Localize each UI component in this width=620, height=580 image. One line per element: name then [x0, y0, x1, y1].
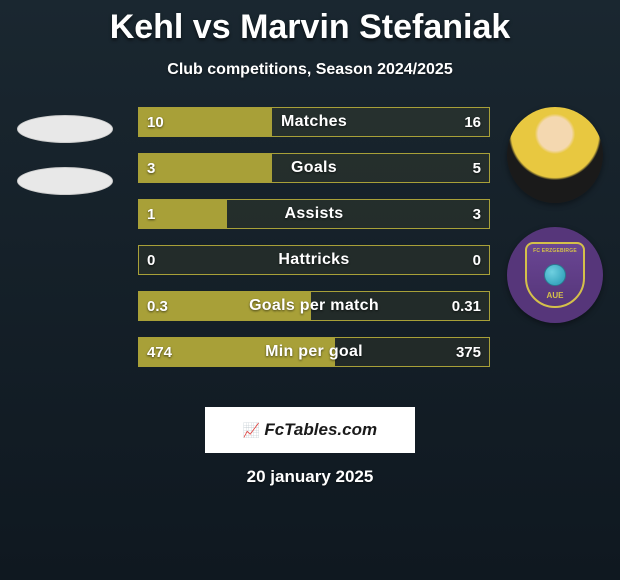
stat-value-right: 5 — [473, 154, 481, 182]
stat-value-right: 3 — [473, 200, 481, 228]
club-crest-ball-icon — [544, 264, 566, 286]
comparison-area: 10Matches163Goals51Assists30Hattricks00.… — [0, 107, 620, 387]
date-label: 20 january 2025 — [0, 467, 620, 487]
source-label: FcTables.com — [264, 420, 377, 440]
source-badge: 📈 FcTables.com — [205, 407, 415, 453]
stat-value-right: 16 — [464, 108, 481, 136]
club-placeholder-ellipse — [17, 167, 113, 195]
stat-label: Min per goal — [139, 338, 489, 366]
stat-row: 0Hattricks0 — [138, 245, 490, 275]
stat-row: 1Assists3 — [138, 199, 490, 229]
player-placeholder-ellipse — [17, 115, 113, 143]
club-avatar: FC ERZGEBIRGE AUE — [507, 227, 603, 323]
page-title: Kehl vs Marvin Stefaniak — [0, 0, 620, 47]
right-avatar-column: FC ERZGEBIRGE AUE — [500, 107, 610, 323]
stat-label: Assists — [139, 200, 489, 228]
stat-label: Goals per match — [139, 292, 489, 320]
player-avatar — [507, 107, 603, 203]
stat-row: 3Goals5 — [138, 153, 490, 183]
stat-row: 10Matches16 — [138, 107, 490, 137]
stat-value-right: 375 — [456, 338, 481, 366]
club-crest-text-bottom: AUE — [547, 291, 564, 300]
stat-value-right: 0.31 — [452, 292, 481, 320]
stat-bars: 10Matches163Goals51Assists30Hattricks00.… — [138, 107, 490, 367]
stat-label: Goals — [139, 154, 489, 182]
stat-value-right: 0 — [473, 246, 481, 274]
club-crest-icon: FC ERZGEBIRGE AUE — [525, 242, 585, 308]
club-crest-text-top: FC ERZGEBIRGE — [533, 248, 577, 254]
stat-row: 0.3Goals per match0.31 — [138, 291, 490, 321]
chart-icon: 📈 — [243, 422, 258, 439]
subtitle: Club competitions, Season 2024/2025 — [0, 61, 620, 79]
stat-row: 474Min per goal375 — [138, 337, 490, 367]
stat-label: Hattricks — [139, 246, 489, 274]
stat-label: Matches — [139, 108, 489, 136]
left-placeholder-column — [10, 107, 120, 195]
